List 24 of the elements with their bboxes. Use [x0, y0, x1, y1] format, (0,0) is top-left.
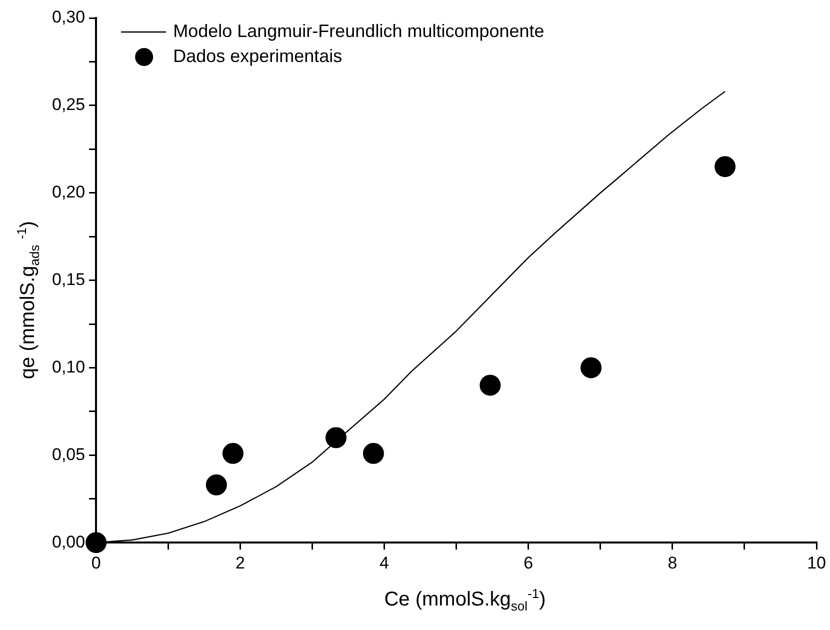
x-tick-label: 0 — [91, 553, 101, 572]
legend-label: Modelo Langmuir-Freundlich multicomponente — [173, 20, 544, 41]
point — [362, 442, 384, 464]
point — [580, 357, 602, 378]
point — [480, 374, 501, 396]
point — [86, 532, 107, 554]
x-tick-label: 2 — [235, 553, 245, 572]
y-tick-label: 0,15 — [52, 270, 86, 289]
point — [222, 442, 244, 464]
point — [206, 474, 227, 496]
y-tick-label: 0,25 — [52, 95, 86, 114]
x-axis-title: Ce (mmolS.kg$_{sol}$$^{-1}$) — [383, 586, 547, 614]
point — [326, 427, 346, 448]
y-tick-label: 0,20 — [52, 182, 86, 202]
x-tick-label: 8 — [668, 553, 678, 572]
legend-label: Dados experimentais — [173, 46, 342, 66]
x-tick-label: 6 — [524, 553, 534, 572]
point — [714, 156, 736, 178]
y-tick-label: 0,10 — [52, 357, 86, 376]
x-tick-label: 4 — [380, 553, 390, 572]
y-tick-label: 0,00 — [52, 532, 86, 552]
x-tick-label: 10 — [807, 553, 826, 572]
y-tick-label: 0,05 — [52, 444, 86, 464]
y-tick-label: 0,30 — [52, 8, 86, 27]
